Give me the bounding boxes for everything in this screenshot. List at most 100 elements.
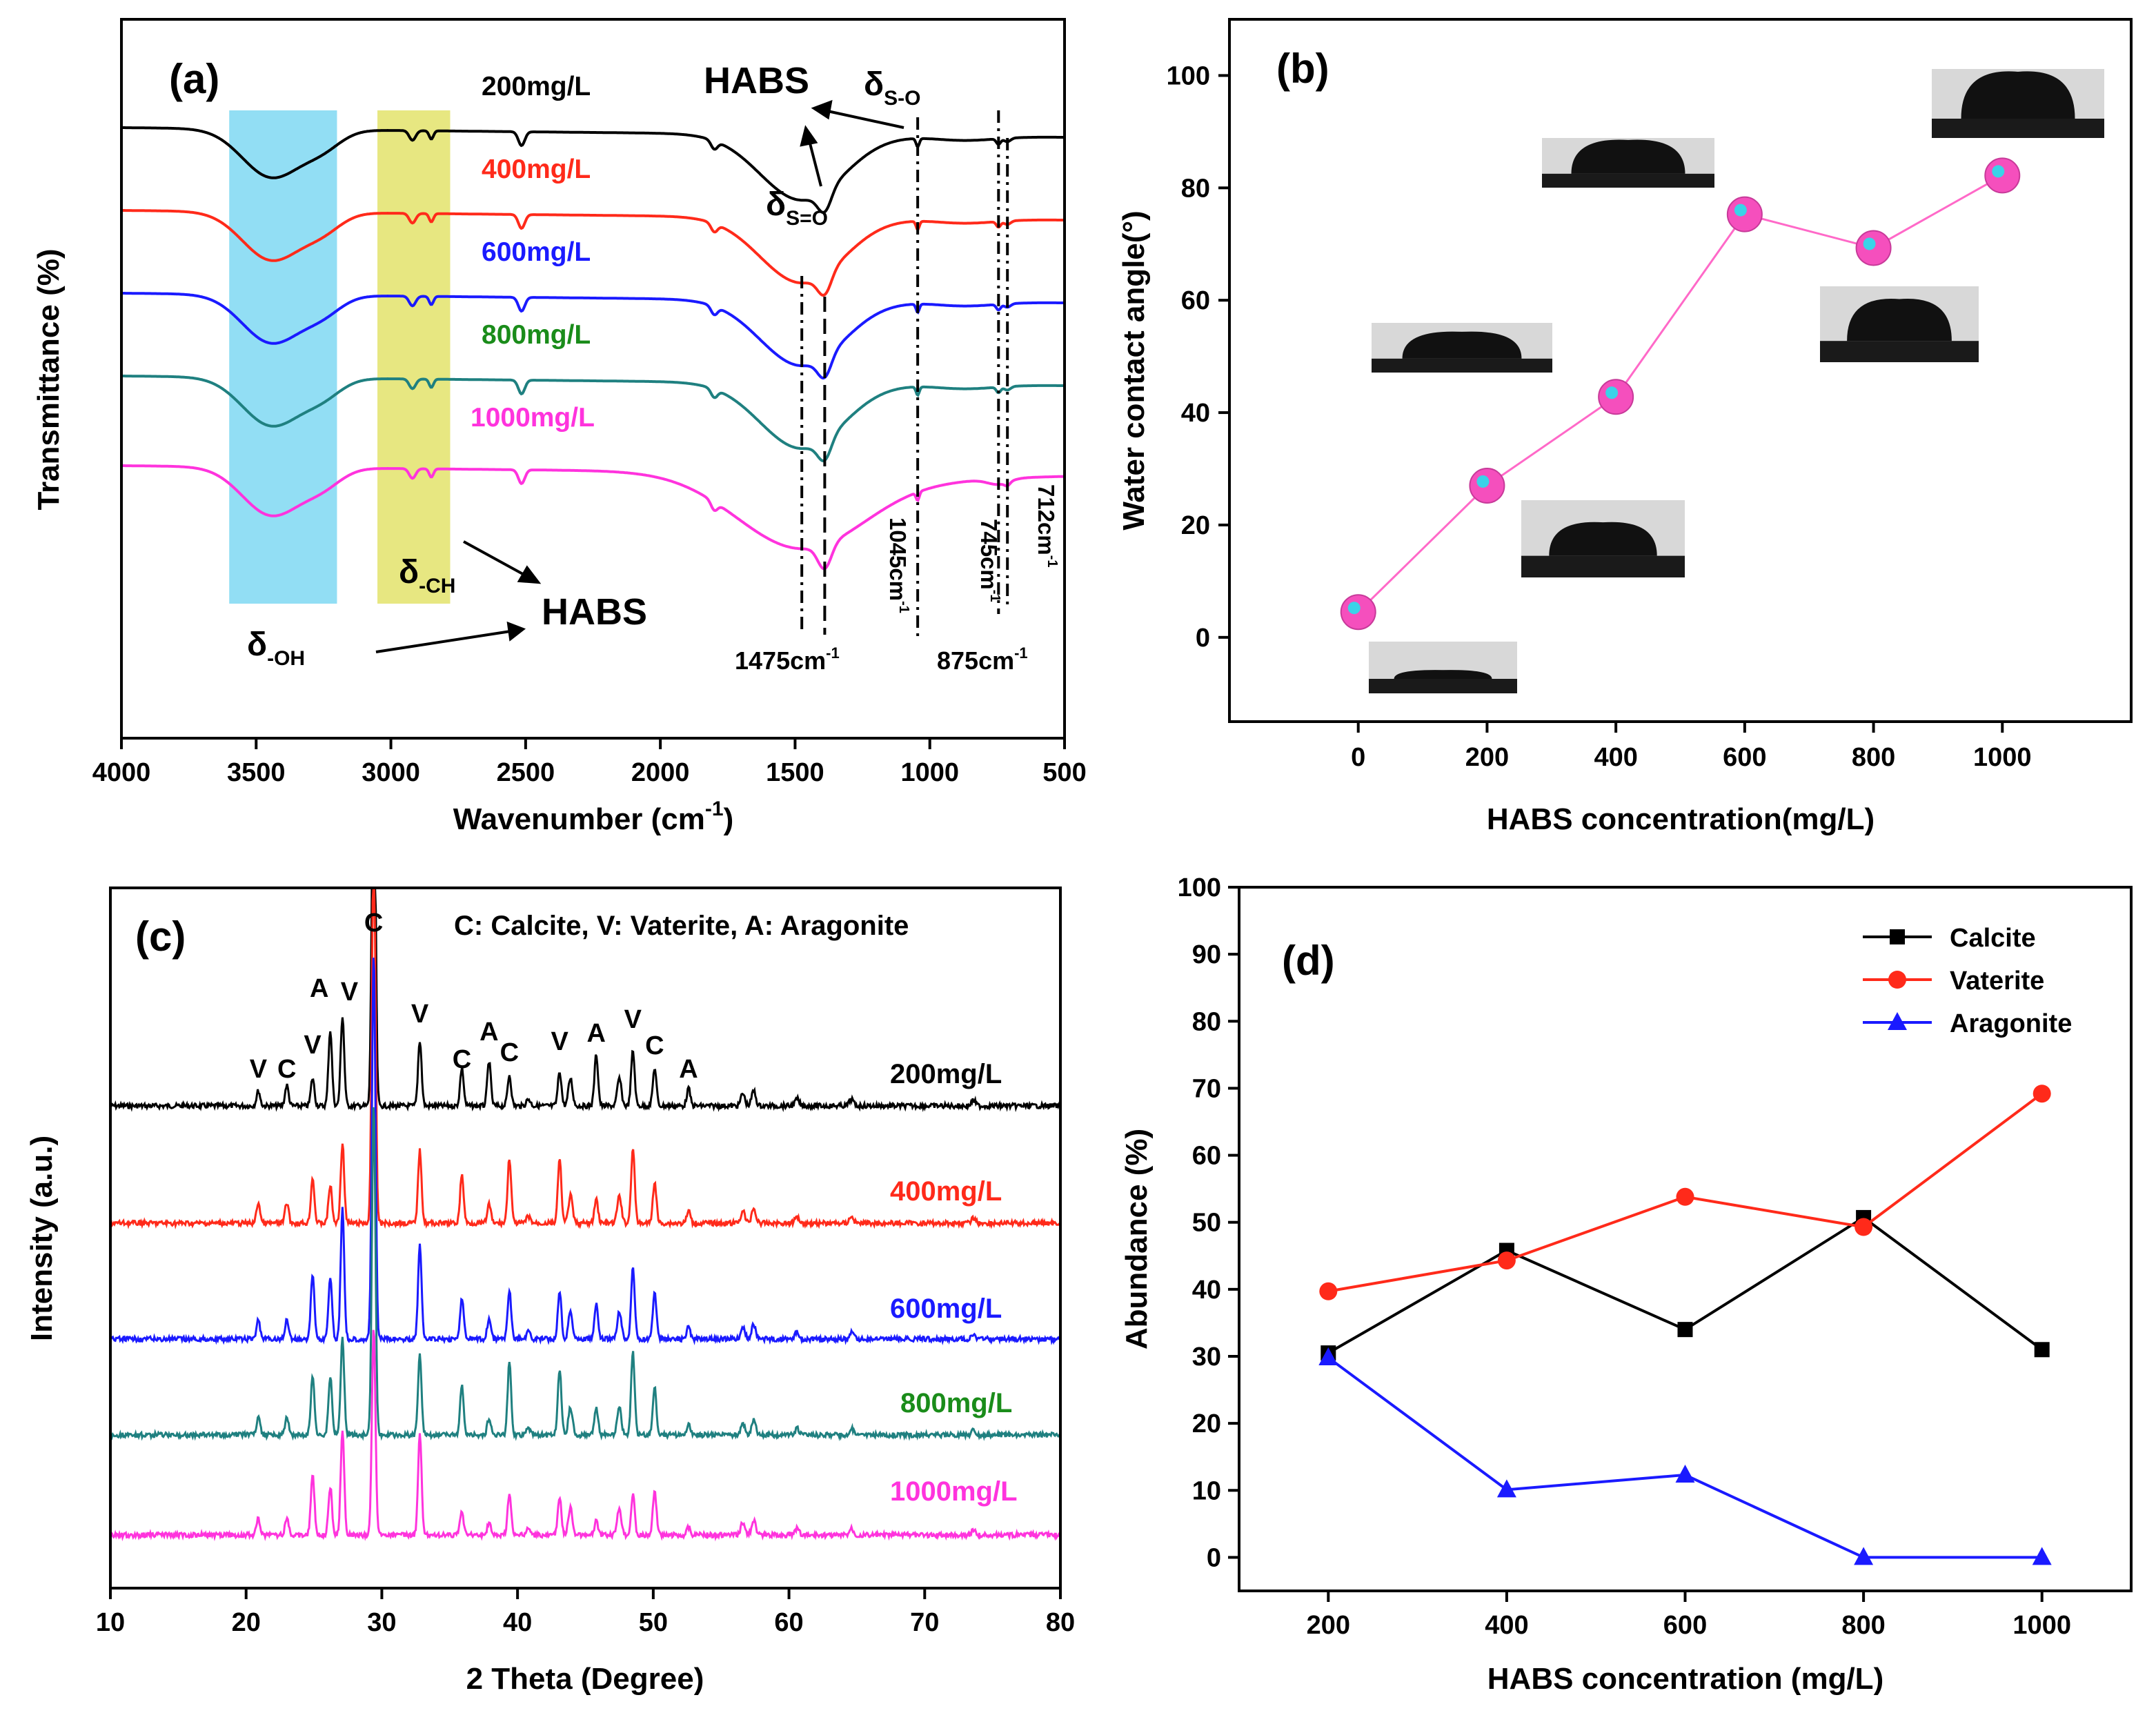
xrd-peak-label: V bbox=[304, 1031, 322, 1060]
data-marker-highlight bbox=[1734, 204, 1747, 217]
xrd-series-1000mg/L bbox=[109, 1329, 1060, 1542]
droplet-substrate bbox=[1521, 555, 1685, 577]
ftir-band-yellow bbox=[377, 110, 451, 604]
droplet-substrate bbox=[1820, 341, 1979, 362]
droplet bbox=[1961, 71, 2075, 119]
contact-angle-point bbox=[1855, 230, 1892, 266]
droplet-image-1 bbox=[1372, 323, 1552, 373]
abundance-point-vaterite bbox=[2033, 1085, 2051, 1103]
abundance-point-vaterite bbox=[1497, 1251, 1516, 1270]
panel-a-xtick-label: 1500 bbox=[766, 758, 824, 787]
panel-d-ytick-label: 100 bbox=[1178, 873, 1221, 902]
panel-b-ylabel: Water contact angle(°) bbox=[1117, 210, 1151, 530]
droplet bbox=[1571, 139, 1685, 174]
delta-oh-label: δ-OH bbox=[247, 626, 305, 670]
contact-angle-point bbox=[1469, 467, 1505, 504]
panel-c-xtick-label: 40 bbox=[503, 1608, 532, 1637]
panel-a-xtick-label: 4000 bbox=[92, 758, 151, 787]
peak-1045-label: 1045cm-1 bbox=[885, 517, 911, 613]
panel-d-abundance-chart: 200 400 600 800 1000 0 10 20 30 40 50 60 70 80 90 100 C… bbox=[1120, 873, 2133, 1696]
panel-d-ytick-label: 0 bbox=[1207, 1543, 1221, 1572]
panel-d-xtick-label: 400 bbox=[1485, 1611, 1528, 1640]
abundance-point-aragonite bbox=[1318, 1347, 1338, 1365]
legend-label-vaterite: Vaterite bbox=[1950, 967, 2044, 996]
contact-angle-point bbox=[1340, 594, 1376, 631]
contact-angle-line bbox=[1357, 175, 2004, 613]
panel-b-ytick-label: 100 bbox=[1167, 61, 1210, 90]
data-marker-highlight bbox=[1605, 386, 1619, 399]
abundance-point-vaterite bbox=[1319, 1282, 1338, 1300]
panel-b-ytick-label: 80 bbox=[1181, 174, 1210, 203]
panel-d-ytick-label: 80 bbox=[1192, 1007, 1221, 1036]
habs-label-bottom: HABS bbox=[542, 591, 647, 633]
peak-745-label: 745cm-1 bbox=[976, 519, 1002, 602]
panel-a-ylabel: Transmittance (%) bbox=[32, 249, 66, 511]
legend-marker-aragonite bbox=[1888, 1012, 1907, 1030]
panel-a-frame bbox=[120, 18, 1066, 740]
panel-c-xtick-label: 70 bbox=[910, 1608, 939, 1637]
panel-d-ytick-label: 20 bbox=[1192, 1409, 1221, 1438]
droplet-substrate bbox=[1369, 679, 1517, 693]
legend-marker-vaterite bbox=[1888, 971, 1906, 989]
panel-d-ytick-label: 40 bbox=[1192, 1276, 1221, 1305]
panel-b-xtick-label: 1000 bbox=[1973, 743, 2032, 772]
contact-angle-point bbox=[1598, 379, 1634, 415]
panel-b-xtick-label: 0 bbox=[1351, 743, 1365, 772]
xrd-peak-label: V bbox=[624, 1005, 642, 1034]
legend-800-a: 800mg/L bbox=[482, 320, 591, 350]
abundance-point-aragonite bbox=[1496, 1479, 1516, 1498]
panel-b-xlabel: HABS concentration(mg/L) bbox=[1487, 802, 1875, 836]
droplet-image-5 bbox=[1932, 69, 2104, 138]
data-marker-highlight bbox=[1992, 165, 2005, 178]
panel-c-xtick-label: 10 bbox=[96, 1608, 125, 1637]
panel-a-xlabel: Wavenumber (cm-1) bbox=[453, 798, 733, 836]
delta-so-label: δS-O bbox=[864, 66, 920, 110]
panel-b-xtick-label: 600 bbox=[1723, 743, 1766, 772]
panel-c-xtick-label: 30 bbox=[367, 1608, 396, 1637]
abundance-point-vaterite bbox=[1855, 1218, 1873, 1236]
panel-d-xlabel: HABS concentration (mg/L) bbox=[1487, 1662, 1883, 1696]
panel-b-frame bbox=[1228, 18, 2133, 723]
data-marker-highlight bbox=[1863, 237, 1876, 250]
xrd-peak-label: A bbox=[310, 974, 328, 1003]
panel-a-xtick-label: 500 bbox=[1042, 758, 1086, 787]
peak-875-label: 875cm-1 bbox=[937, 644, 1028, 675]
phase-legend: C: Calcite, V: Vaterite, A: Aragonite bbox=[454, 911, 909, 941]
contact-angle-point bbox=[1726, 196, 1763, 232]
panel-d-xtick-label: 800 bbox=[1841, 1611, 1885, 1640]
abundance-point-aragonite bbox=[1854, 1547, 1874, 1565]
xrd-series-600mg/L bbox=[110, 958, 1060, 1346]
legend-1000-a: 1000mg/L bbox=[471, 403, 595, 433]
xrd-peak-label: V bbox=[250, 1055, 268, 1084]
droplet-image-2 bbox=[1521, 500, 1685, 577]
legend-200-a: 200mg/L bbox=[482, 72, 591, 101]
panel-b-xtick-label: 800 bbox=[1852, 743, 1895, 772]
contact-angle-point bbox=[1984, 157, 2021, 194]
panel-b-xtick-label: 400 bbox=[1594, 743, 1637, 772]
panel-b-ytick-label: 0 bbox=[1196, 624, 1210, 653]
abundance-point-calcite bbox=[2034, 1342, 2050, 1358]
panel-b-contact-angle-chart: 0 200 400 600 800 1000 0 20 40 60 80 100 (b) HABS c… bbox=[1117, 18, 2133, 836]
delta-seqo-label: δS=O bbox=[766, 186, 828, 230]
ftir-series-200mg/L bbox=[121, 126, 1065, 215]
panel-c-xtick-label: 60 bbox=[774, 1608, 803, 1637]
panel-c-xtick-label: 80 bbox=[1046, 1608, 1075, 1637]
panel-d-ytick-label: 50 bbox=[1192, 1209, 1221, 1238]
ftir-band-cyan bbox=[229, 110, 337, 604]
legend-600-c: 600mg/L bbox=[890, 1294, 1002, 1324]
xrd-peak-label: C bbox=[364, 909, 383, 938]
panel-d-ytick-label: 70 bbox=[1192, 1074, 1221, 1103]
ftir-series-600mg/L bbox=[121, 292, 1065, 380]
delta-ch-label: δ-CH bbox=[399, 554, 455, 597]
panel-d-label: (d) bbox=[1282, 938, 1335, 984]
droplet-substrate bbox=[1372, 358, 1552, 373]
panel-c-xtick-label: 50 bbox=[639, 1608, 668, 1637]
xrd-peak-label: C bbox=[645, 1031, 664, 1060]
panel-b-ytick-label: 20 bbox=[1181, 511, 1210, 540]
abundance-point-vaterite bbox=[1676, 1187, 1694, 1206]
ftir-series-800mg/L bbox=[121, 375, 1065, 463]
panel-b-label: (b) bbox=[1276, 46, 1329, 92]
panel-c-xlabel: 2 Theta (Degree) bbox=[466, 1662, 704, 1696]
abundance-point-calcite bbox=[1677, 1322, 1693, 1338]
